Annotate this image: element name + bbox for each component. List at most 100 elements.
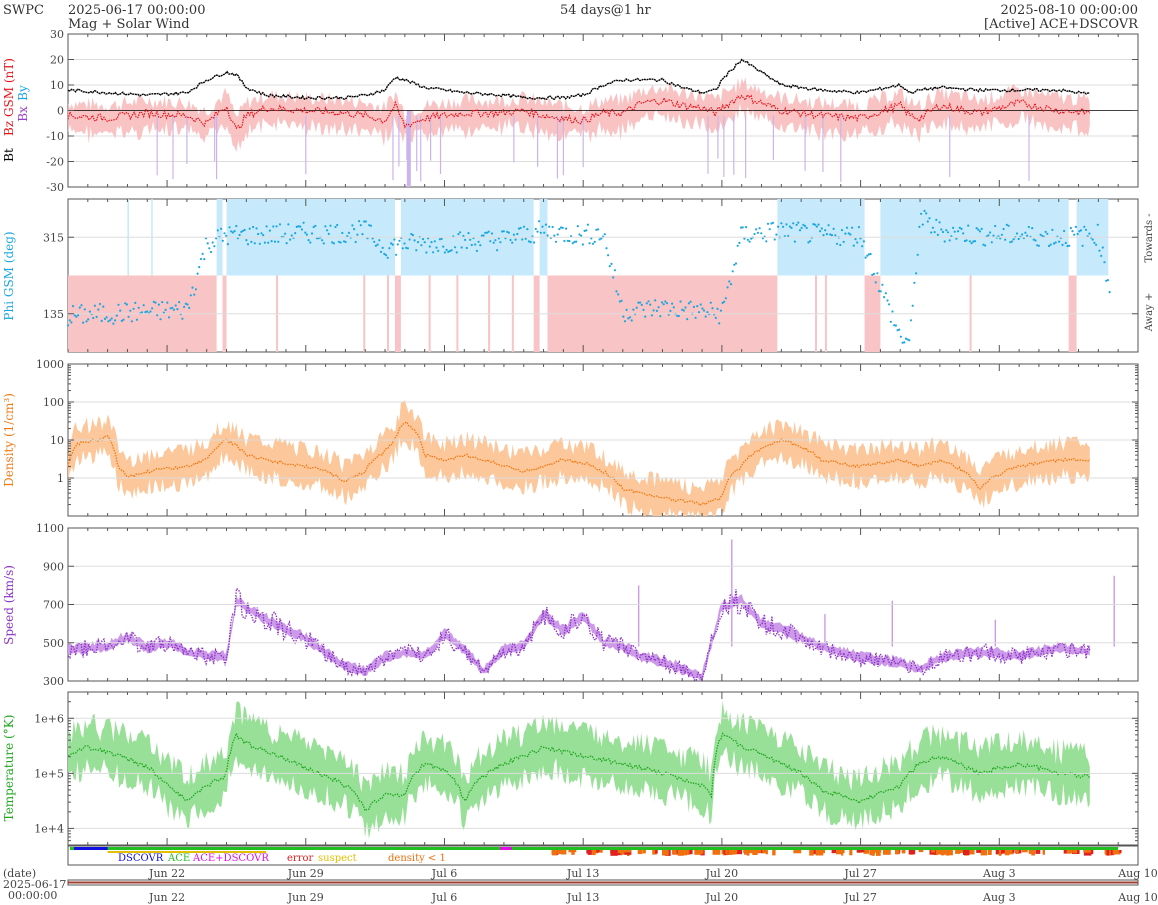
quality-flag — [809, 850, 814, 856]
phi-point — [351, 224, 354, 227]
quality-flag — [901, 850, 906, 854]
phi-point — [314, 224, 317, 227]
phi-point — [984, 244, 987, 247]
quality-flag — [762, 850, 768, 854]
quality-flag — [623, 850, 632, 853]
source-both-bar — [499, 847, 512, 850]
phi-point — [1108, 291, 1111, 294]
phi-point — [336, 223, 339, 227]
phi-point — [287, 223, 290, 226]
quality-flag — [948, 850, 953, 856]
phi-point — [617, 293, 620, 296]
phi-point — [112, 322, 115, 325]
phi-point — [921, 223, 924, 226]
quality-flag — [849, 850, 853, 856]
phi-point — [1039, 233, 1042, 236]
phi-point — [300, 228, 303, 231]
y-tick-label: 1e+5 — [34, 767, 64, 780]
phi-point — [130, 320, 133, 323]
phi-point — [1036, 244, 1039, 247]
phi-point — [506, 230, 509, 233]
phi-point — [302, 221, 305, 224]
phi-point — [233, 230, 236, 233]
phi-point — [931, 226, 935, 229]
phi-point — [479, 244, 482, 247]
phi-point — [578, 233, 581, 236]
phi-point — [371, 237, 374, 240]
phi-point — [132, 307, 135, 310]
phi-point — [1034, 239, 1037, 242]
away-label: Away + — [1144, 293, 1155, 333]
phi-point — [78, 306, 81, 309]
phi-point — [435, 246, 438, 249]
phi-point — [659, 315, 662, 318]
phi-point — [970, 242, 973, 245]
phi-point — [943, 240, 946, 243]
phi-point — [660, 301, 664, 304]
x-tick-label: Jun 22 — [148, 867, 185, 880]
phi-point — [1103, 261, 1106, 264]
phi-point — [201, 252, 204, 255]
phi-point — [847, 232, 850, 235]
phi-point — [1047, 244, 1051, 248]
product-title: Mag + Solar Wind — [68, 17, 190, 32]
quality-flag — [1114, 850, 1120, 855]
phi-point — [941, 230, 945, 234]
phi-point — [728, 280, 731, 283]
legend-suspect: suspect — [318, 853, 357, 864]
phi-point — [933, 231, 936, 234]
phi-point — [166, 301, 169, 304]
phi-point — [689, 300, 692, 303]
phi-point — [835, 242, 839, 245]
legend-ace: ACE — [167, 853, 190, 864]
y-axis-label: Density (1/cm³) — [2, 393, 16, 487]
quality-flag — [758, 850, 765, 854]
quality-flag — [945, 850, 950, 856]
quality-flag — [942, 850, 949, 853]
phi-point — [702, 309, 706, 312]
phi-point — [669, 309, 672, 312]
phi-point — [807, 241, 810, 244]
y-tick-label: -30 — [46, 181, 64, 194]
phi-point — [354, 240, 357, 244]
phi-point — [696, 305, 699, 308]
phi-point — [701, 307, 704, 310]
phi-point — [736, 244, 739, 247]
end-datetime: 2025-08-10 00:00:00 — [1000, 3, 1138, 18]
phi-point — [913, 281, 916, 284]
phi-point — [341, 231, 344, 235]
phi-point — [339, 241, 342, 244]
phi-point — [331, 241, 334, 244]
quality-flag — [955, 850, 961, 854]
phi-point — [852, 244, 855, 247]
quality-flag — [637, 850, 643, 855]
phi-point — [590, 237, 593, 240]
quality-flag — [1028, 850, 1033, 854]
phi-point — [888, 303, 891, 306]
phi-point — [324, 225, 327, 228]
y-axis-label: Bx — [16, 106, 30, 122]
phi-point — [734, 262, 738, 265]
phi-point — [470, 243, 473, 247]
phi-point — [66, 324, 70, 327]
phi-point — [73, 314, 76, 317]
quality-flag — [685, 850, 690, 854]
phi-point — [183, 305, 186, 308]
phi-point — [721, 301, 724, 304]
phi-point — [140, 311, 144, 314]
phi-point — [992, 234, 995, 237]
phi-point — [989, 231, 992, 234]
phi-point — [258, 242, 261, 245]
phi-point — [588, 242, 591, 245]
phi-point — [93, 304, 96, 307]
speed-series — [67, 539, 1115, 684]
phi-point — [920, 212, 923, 215]
phi-point — [176, 308, 179, 311]
phi-point — [709, 301, 712, 304]
suspect-bar — [107, 851, 267, 853]
phi-point — [664, 300, 667, 303]
phi-point — [640, 303, 643, 306]
phi-point — [490, 232, 494, 235]
quality-flag — [561, 850, 567, 855]
phi-point — [1091, 238, 1094, 241]
